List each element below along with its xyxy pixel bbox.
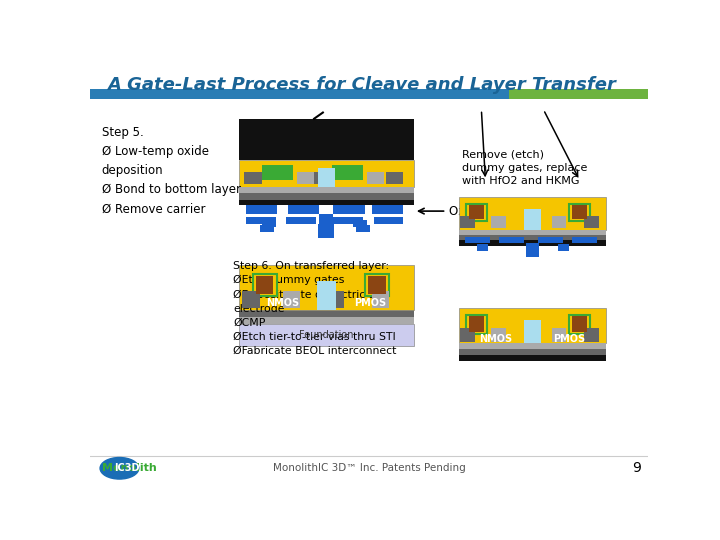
Bar <box>356 225 370 232</box>
Bar <box>552 328 567 342</box>
Bar <box>459 230 606 235</box>
Text: 9: 9 <box>632 461 641 475</box>
Text: A Gate-Last Process for Cleave and Layer Transfer: A Gate-Last Process for Cleave and Layer… <box>107 76 616 94</box>
Bar <box>499 237 523 244</box>
Bar <box>570 204 590 220</box>
Bar <box>239 160 414 187</box>
Bar <box>491 215 506 228</box>
Bar <box>317 281 336 310</box>
Bar <box>570 315 590 334</box>
Bar <box>366 172 384 185</box>
Bar <box>572 316 587 332</box>
Bar <box>552 215 567 228</box>
Bar <box>459 235 606 240</box>
Bar <box>239 200 414 205</box>
Bar <box>386 172 403 185</box>
Ellipse shape <box>100 457 139 479</box>
Bar <box>256 276 274 294</box>
Bar <box>508 89 648 99</box>
Text: Monolith: Monolith <box>102 463 156 473</box>
Bar <box>584 328 599 342</box>
Bar <box>557 244 570 251</box>
Bar <box>260 225 274 232</box>
Bar <box>372 205 403 213</box>
Text: Remove (etch)
dummy gates, replace
with HfO2 and HKMG: Remove (etch) dummy gates, replace with … <box>462 150 588 186</box>
Bar <box>467 204 487 220</box>
Bar <box>244 172 261 185</box>
Bar <box>239 265 414 310</box>
Bar <box>246 205 277 213</box>
Bar <box>467 315 487 334</box>
Bar <box>314 172 332 185</box>
Bar <box>459 240 606 246</box>
Bar <box>372 291 390 308</box>
Text: NMOS: NMOS <box>479 334 512 344</box>
Bar <box>459 308 606 343</box>
Bar <box>333 205 365 213</box>
Bar <box>243 291 260 308</box>
Bar <box>369 276 386 294</box>
Bar <box>491 328 506 342</box>
Bar <box>523 328 539 342</box>
Bar <box>526 244 539 257</box>
Text: PMOS: PMOS <box>553 334 585 344</box>
Text: PMOS: PMOS <box>354 298 386 308</box>
Bar <box>477 244 488 251</box>
Bar <box>572 237 598 244</box>
Bar <box>239 119 414 160</box>
Bar <box>365 274 390 296</box>
Bar <box>239 187 414 193</box>
Bar <box>465 237 490 244</box>
Bar <box>239 193 414 200</box>
Bar <box>318 168 335 187</box>
Text: MonolithIC 3D™ Inc. Patents Pending: MonolithIC 3D™ Inc. Patents Pending <box>273 463 465 473</box>
Bar <box>572 205 587 219</box>
Bar <box>286 217 316 224</box>
Bar <box>261 165 293 180</box>
Bar <box>246 217 276 224</box>
Bar <box>469 316 484 332</box>
Bar <box>239 317 414 325</box>
Bar <box>261 220 276 226</box>
Bar <box>239 325 414 346</box>
Bar <box>374 217 403 224</box>
Bar <box>584 215 599 228</box>
Bar <box>239 310 414 317</box>
Bar <box>353 220 366 226</box>
Text: NMOS: NMOS <box>266 298 299 308</box>
Bar <box>282 291 300 308</box>
Text: Step 5.
Ø Low-temp oxide
deposition
Ø Bond to bottom layer
Ø Remove carrier: Step 5. Ø Low-temp oxide deposition Ø Bo… <box>102 126 240 215</box>
Bar <box>333 217 363 224</box>
Bar <box>326 291 344 308</box>
Bar <box>523 320 541 343</box>
Bar <box>460 328 475 342</box>
Bar <box>90 89 508 99</box>
Text: Step 6. On transferred layer:
ØEtch dummy gates
ØDeposit gate dielectric and
ele: Step 6. On transferred layer: ØEtch dumm… <box>233 261 397 356</box>
Bar <box>469 205 484 219</box>
Bar <box>459 197 606 230</box>
Text: IC3D: IC3D <box>114 463 139 473</box>
Bar <box>459 349 606 355</box>
Bar <box>297 172 314 185</box>
Bar <box>332 165 363 180</box>
Bar <box>523 215 539 228</box>
Bar <box>288 205 320 213</box>
Text: Foundation: Foundation <box>299 330 354 340</box>
Bar <box>539 237 564 244</box>
Bar <box>459 343 606 349</box>
Bar <box>318 224 334 238</box>
Bar <box>523 208 541 230</box>
Text: Oxide-oxide bond: Oxide-oxide bond <box>449 205 553 218</box>
Bar <box>320 213 333 226</box>
Bar <box>459 355 606 361</box>
Bar <box>460 215 475 228</box>
Bar <box>253 274 277 296</box>
